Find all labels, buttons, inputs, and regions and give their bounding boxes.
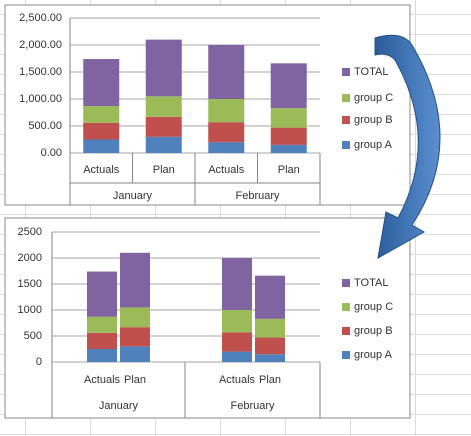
bar-segment <box>87 316 117 333</box>
bar-segment <box>87 271 117 317</box>
bar-segment <box>270 63 307 109</box>
bar-segment <box>255 337 285 355</box>
bar-segment <box>222 310 252 333</box>
bar-segment <box>255 275 285 319</box>
x-tick-label: Actuals <box>83 164 120 176</box>
legend-swatch <box>342 94 350 102</box>
y-tick-label: 500 <box>24 330 42 342</box>
bar-segment <box>145 116 182 137</box>
bar-segment <box>145 136 182 153</box>
legend-swatch <box>342 279 350 287</box>
x-tick-label: Actuals <box>219 374 256 386</box>
legend-label: group B <box>354 325 393 337</box>
bar-segment <box>208 45 245 99</box>
bar-segment <box>145 96 182 117</box>
bar-segment <box>208 142 245 153</box>
y-tick-label: 500.00 <box>28 120 62 132</box>
x-tick-label: Plan <box>153 164 175 176</box>
legend-label: TOTAL <box>354 66 388 78</box>
x-tick-label: Actuals <box>84 374 121 386</box>
bar-segment <box>255 354 285 362</box>
y-tick-label: 1,000.00 <box>19 93 62 105</box>
y-tick-label: 0.00 <box>41 147 62 159</box>
legend-swatch <box>342 351 350 359</box>
bar-segment <box>270 108 307 128</box>
group-label: January <box>99 400 139 412</box>
bar-segment <box>120 252 150 308</box>
arrow <box>374 34 441 259</box>
legend-label: group C <box>354 301 393 313</box>
y-tick-label: 2500 <box>18 226 42 238</box>
bar-segment <box>83 122 120 140</box>
legend-swatch <box>342 327 350 335</box>
x-tick-label: Actuals <box>208 164 245 176</box>
bar-segment <box>270 144 307 153</box>
bar-segment <box>208 99 245 123</box>
legend-swatch <box>342 68 350 76</box>
x-tick-label: Plan <box>259 374 281 386</box>
bar-segment <box>83 59 120 107</box>
bar-segment <box>270 127 307 145</box>
bar-segment <box>120 346 150 362</box>
group-label: January <box>113 190 153 202</box>
legend-label: group A <box>354 139 393 151</box>
y-tick-label: 1000 <box>18 304 42 316</box>
group-label: February <box>235 190 280 202</box>
legend-swatch <box>342 116 350 124</box>
bar-segment <box>208 122 245 143</box>
y-tick-label: 0 <box>36 356 42 368</box>
x-tick-label: Plan <box>124 374 146 386</box>
x-tick-label: Plan <box>278 164 300 176</box>
bar-segment <box>222 332 252 352</box>
legend-swatch <box>342 141 350 149</box>
legend-label: group A <box>354 349 393 361</box>
legend-label: group C <box>354 92 393 104</box>
bar-segment <box>83 139 120 153</box>
group-label: February <box>230 400 275 412</box>
y-tick-label: 1500 <box>18 278 42 290</box>
bar-segment <box>120 327 150 347</box>
bar-segment <box>87 349 117 362</box>
legend-label: TOTAL <box>354 277 388 289</box>
chart-frame[interactable] <box>4 4 411 206</box>
legend-label: group B <box>354 114 393 126</box>
y-tick-label: 1,500.00 <box>19 66 62 78</box>
bar-segment <box>145 39 182 97</box>
y-tick-label: 2,000.00 <box>19 39 62 51</box>
bar-segment <box>255 318 285 338</box>
chart-frame[interactable] <box>4 217 411 419</box>
y-tick-label: 2000 <box>18 252 42 264</box>
y-tick-label: 2,500.00 <box>19 12 62 24</box>
bar-segment <box>222 351 252 362</box>
bar-segment <box>87 332 117 349</box>
bar-segment <box>83 106 120 123</box>
bar-segment <box>222 258 252 310</box>
bar-segment <box>120 307 150 328</box>
legend-swatch <box>342 303 350 311</box>
